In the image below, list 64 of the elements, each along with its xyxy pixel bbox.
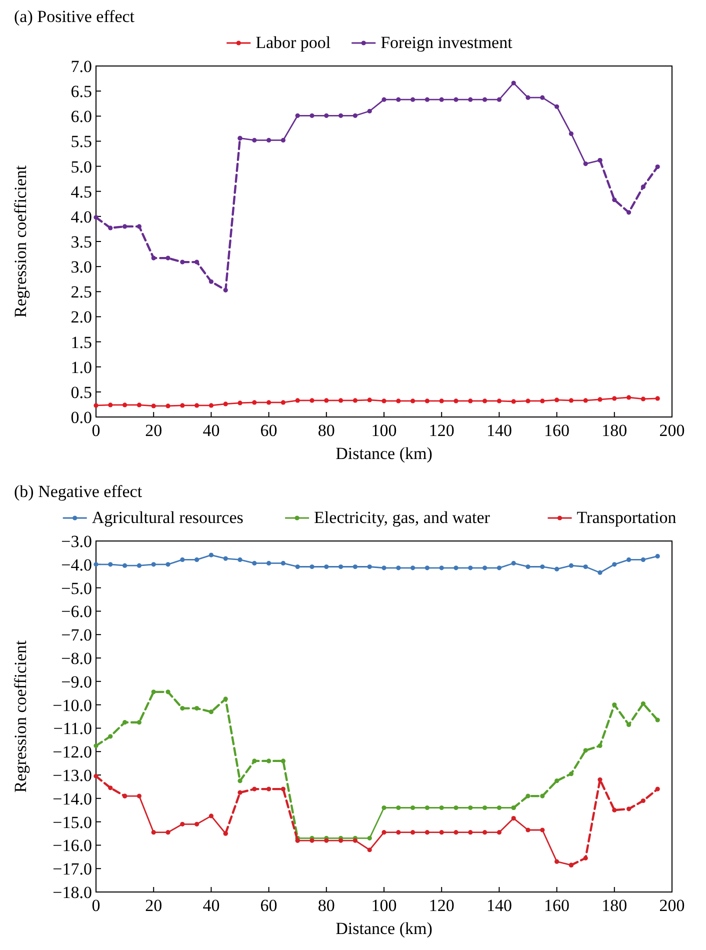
y-tick-label: −3.0 bbox=[61, 532, 92, 551]
x-tick-label: 200 bbox=[659, 896, 685, 915]
y-tick-label: −14.0 bbox=[52, 789, 92, 808]
x-tick-label: 80 bbox=[318, 421, 335, 440]
x-tick-label: 140 bbox=[486, 421, 512, 440]
y-tick-label: −4.0 bbox=[61, 555, 92, 574]
y-tick-label: −17.0 bbox=[52, 860, 92, 879]
x-tick-label: 120 bbox=[428, 421, 454, 440]
x-tick-label: 200 bbox=[659, 421, 685, 440]
x-tick-label: 0 bbox=[92, 896, 100, 915]
y-tick-label: 6.0 bbox=[70, 107, 92, 126]
y-tick-label: −12.0 bbox=[52, 742, 92, 762]
y-tick-label: 2.5 bbox=[70, 282, 92, 302]
x-tick-label: 180 bbox=[602, 421, 628, 440]
y-tick-label: 3.0 bbox=[70, 258, 92, 277]
y-tick-label: 1.0 bbox=[70, 358, 92, 377]
x-tick-label: 60 bbox=[260, 421, 278, 440]
y-tick-label: −6.0 bbox=[61, 602, 92, 622]
legend-label: Labor pool bbox=[256, 33, 331, 52]
x-tick-label: 160 bbox=[544, 421, 570, 440]
x-axis-title: Distance (km) bbox=[336, 919, 432, 938]
x-tick-label: 100 bbox=[371, 896, 397, 915]
legend-label: Agricultural resources bbox=[92, 508, 244, 527]
y-tick-label: −11.0 bbox=[53, 719, 92, 738]
x-tick-label: 20 bbox=[145, 896, 162, 915]
y-tick-label: 3.5 bbox=[70, 232, 92, 252]
y-tick-label: −15.0 bbox=[52, 812, 92, 832]
y-tick-label: −10.0 bbox=[52, 696, 92, 715]
y-tick-label: 2.0 bbox=[70, 308, 92, 327]
y-tick-label: 4.5 bbox=[70, 182, 92, 202]
legend-label: Foreign investment bbox=[380, 33, 513, 52]
y-axis-title: Regression coefficient bbox=[11, 165, 30, 318]
x-tick-label: 40 bbox=[202, 896, 220, 915]
x-tick-label: 40 bbox=[202, 421, 220, 440]
y-tick-label: 7.0 bbox=[70, 57, 92, 76]
x-tick-label: 120 bbox=[428, 896, 454, 915]
y-tick-label: −9.0 bbox=[61, 672, 92, 692]
x-tick-label: 180 bbox=[602, 896, 628, 915]
y-tick-label: −13.0 bbox=[52, 766, 92, 785]
y-tick-label: 0.0 bbox=[70, 408, 92, 427]
y-tick-label: 6.5 bbox=[70, 82, 92, 102]
y-tick-label: −5.0 bbox=[61, 578, 92, 598]
x-tick-label: 20 bbox=[145, 421, 162, 440]
chart-title: (a) Positive effect bbox=[14, 7, 135, 26]
x-tick-label: 80 bbox=[318, 896, 335, 915]
y-tick-label: −7.0 bbox=[61, 626, 92, 645]
legend-label: Electricity, gas, and water bbox=[314, 508, 490, 527]
y-tick-label: −18.0 bbox=[52, 883, 92, 902]
x-tick-label: 140 bbox=[486, 896, 512, 915]
x-axis-title: Distance (km) bbox=[336, 444, 432, 463]
x-tick-label: 0 bbox=[92, 421, 100, 440]
y-axis-title: Regression coefficient bbox=[11, 640, 30, 793]
y-tick-label: 0.5 bbox=[70, 382, 92, 402]
x-tick-label: 100 bbox=[371, 421, 397, 440]
y-tick-label: −8.0 bbox=[61, 649, 92, 668]
chart-title: (b) Negative effect bbox=[14, 482, 142, 501]
y-tick-label: −16.0 bbox=[52, 836, 92, 856]
y-tick-label: 5.0 bbox=[70, 157, 92, 176]
y-tick-label: 5.5 bbox=[70, 132, 92, 152]
y-tick-label: 1.5 bbox=[70, 332, 92, 352]
x-tick-label: 160 bbox=[544, 896, 570, 915]
y-tick-label: 4.0 bbox=[70, 207, 92, 226]
x-tick-label: 60 bbox=[260, 896, 278, 915]
legend-label: Transportation bbox=[576, 508, 677, 527]
